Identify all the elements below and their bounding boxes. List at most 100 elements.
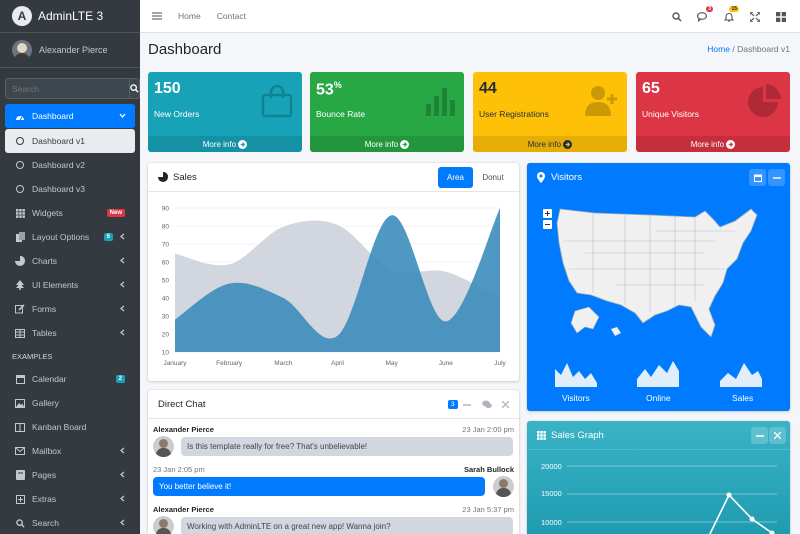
x-tick-label: March (274, 360, 292, 367)
sidebar-item-dashboard-v3[interactable]: Dashboard v3 (5, 177, 135, 201)
nav-link-home[interactable]: Home (178, 11, 201, 21)
sidebar-item-label: Gallery (32, 398, 59, 408)
control-sidebar-button[interactable] (768, 11, 794, 22)
comments-icon[interactable] (482, 400, 492, 409)
notifications-button[interactable]: 15 (716, 5, 742, 22)
sidebar-item-kanban[interactable]: Kanban Board (5, 415, 135, 439)
more-info-link[interactable]: More info (473, 136, 627, 152)
breadcrumb: Home / Dashboard v1 (707, 44, 790, 54)
sidebar-item-tables[interactable]: Tables (5, 321, 135, 345)
close-button[interactable] (769, 427, 786, 444)
nav-header-examples: EXAMPLES (12, 351, 53, 361)
user-panel[interactable]: Alexander Pierce (0, 33, 140, 68)
sidebar-item-pages[interactable]: Pages (5, 463, 135, 487)
y-tick-label: 50 (162, 278, 170, 285)
x-tick-label: February (216, 360, 243, 367)
sidebar-item-label: Kanban Board (32, 422, 87, 432)
sidebar-item-label: Search (32, 518, 59, 528)
navbar-search-button[interactable] (664, 11, 690, 22)
chat-bubble: Working with AdminLTE on a great new app… (181, 517, 513, 534)
sidebar-item-label: Tables (32, 328, 57, 338)
content-wrapper: Dashboard Home / Dashboard v1 150 New Or… (140, 33, 800, 534)
sidebar-item-extras[interactable]: Extras (5, 487, 135, 511)
notifications-count-badge: 15 (729, 5, 739, 12)
chevron-left-icon (119, 257, 125, 264)
sidebar-item-gallery[interactable]: Gallery (5, 391, 135, 415)
y-tick-label: 20 (162, 332, 170, 339)
sidebar-item-forms[interactable]: Forms (5, 297, 135, 321)
chevron-left-icon (119, 233, 125, 240)
sidebar-item-dashboard-v1[interactable]: Dashboard v1 (5, 129, 135, 153)
more-info-link[interactable]: More info (636, 136, 790, 152)
y-tick-label: 70 (162, 242, 170, 249)
more-info-label: More info (202, 139, 237, 149)
minus-icon (755, 434, 764, 437)
stat-value: 53% (316, 80, 342, 99)
sidebar-item-label: Dashboard (32, 111, 74, 121)
calendar-icon (753, 174, 762, 182)
card-header: Sales Graph (527, 421, 790, 450)
sidebar-item-widgets[interactable]: Widgets New (5, 201, 135, 225)
edit-icon (15, 304, 25, 314)
layout-count-badge: 6 (103, 233, 113, 241)
tab-donut[interactable]: Donut (482, 173, 504, 182)
search-icon (130, 84, 139, 93)
dashboard-icon (16, 115, 24, 120)
collapse-button[interactable] (768, 169, 785, 186)
sidebar-item-dashboard[interactable]: Dashboard (5, 104, 135, 128)
sidebar-item-calendar[interactable]: Calendar 2 (5, 367, 135, 391)
sidebar-item-label: UI Elements (32, 280, 79, 290)
usa-map[interactable] (555, 201, 760, 341)
stat-label: User Registrations (479, 109, 549, 119)
circle-icon (16, 185, 24, 193)
brand-link[interactable]: A AdminLTE 3 (0, 0, 140, 33)
stat-box-new-orders: 150 New Orders More info (148, 72, 302, 152)
sales-graph-card: Sales Graph 20000 15000 10000 (527, 421, 790, 534)
sidebar-item-search[interactable]: Search (5, 511, 135, 534)
hamburger-menu-icon[interactable] (152, 12, 162, 20)
more-info-link[interactable]: More info (148, 136, 302, 152)
breadcrumb-home-link[interactable]: Home (707, 44, 730, 54)
y-tick-label: 40 (162, 296, 170, 303)
visitors-sparkline (555, 363, 597, 387)
sidebar-item-label: Pages (32, 470, 57, 480)
sidebar-search-input[interactable] (5, 78, 129, 99)
chevron-left-icon (119, 471, 125, 478)
y-tick-label: 90 (162, 206, 170, 213)
chat-message: 23 Jan 2:05 pm Sarah Bullock You better … (148, 463, 519, 503)
plus-square-icon (15, 494, 25, 504)
x-tick-label: May (386, 360, 399, 367)
tab-area[interactable]: Area (438, 167, 473, 188)
stat-box-bounce-rate: 53% Bounce Rate More info (310, 72, 464, 152)
sidebar-item-ui-elements[interactable]: UI Elements (5, 273, 135, 297)
th-icon (537, 430, 546, 440)
nav-link-contact[interactable]: Contact (216, 11, 246, 21)
map-zoom-in-button[interactable] (543, 209, 552, 218)
sidebar-item-dashboard-v2[interactable]: Dashboard v2 (5, 153, 135, 177)
minus-icon[interactable] (463, 401, 471, 409)
avatar (493, 476, 514, 497)
sidebar-item-mailbox[interactable]: Mailbox (5, 439, 135, 463)
more-info-label: More info (527, 139, 562, 149)
fullscreen-button[interactable] (742, 11, 768, 22)
calendar-button[interactable] (749, 169, 766, 186)
sidebar-item-label: Widgets (32, 208, 63, 218)
chat-timestamp: 23 Jan 2:05 pm (153, 465, 205, 474)
bar-chart-icon (426, 88, 455, 116)
map-zoom-out-button[interactable] (543, 220, 552, 229)
top-navbar: Home Contact 3 15 (140, 0, 800, 33)
copy-icon (15, 232, 25, 242)
close-icon[interactable] (502, 401, 509, 408)
visitors-label: Visitors (562, 393, 590, 403)
breadcrumb-current: Dashboard v1 (737, 44, 790, 54)
messages-button[interactable]: 3 (690, 5, 716, 22)
stat-value: 44 (479, 80, 497, 97)
more-info-link[interactable]: More info (310, 136, 464, 152)
collapse-button[interactable] (751, 427, 768, 444)
sidebar-item-label: Layout Options (32, 232, 90, 242)
calendar-badge: 2 (115, 375, 125, 383)
sidebar-item-label: Charts (32, 256, 58, 266)
sidebar-item-charts[interactable]: Charts (5, 249, 135, 273)
sidebar-search-button[interactable] (129, 78, 140, 99)
sidebar-item-layout-options[interactable]: Layout Options 6 (5, 225, 135, 249)
